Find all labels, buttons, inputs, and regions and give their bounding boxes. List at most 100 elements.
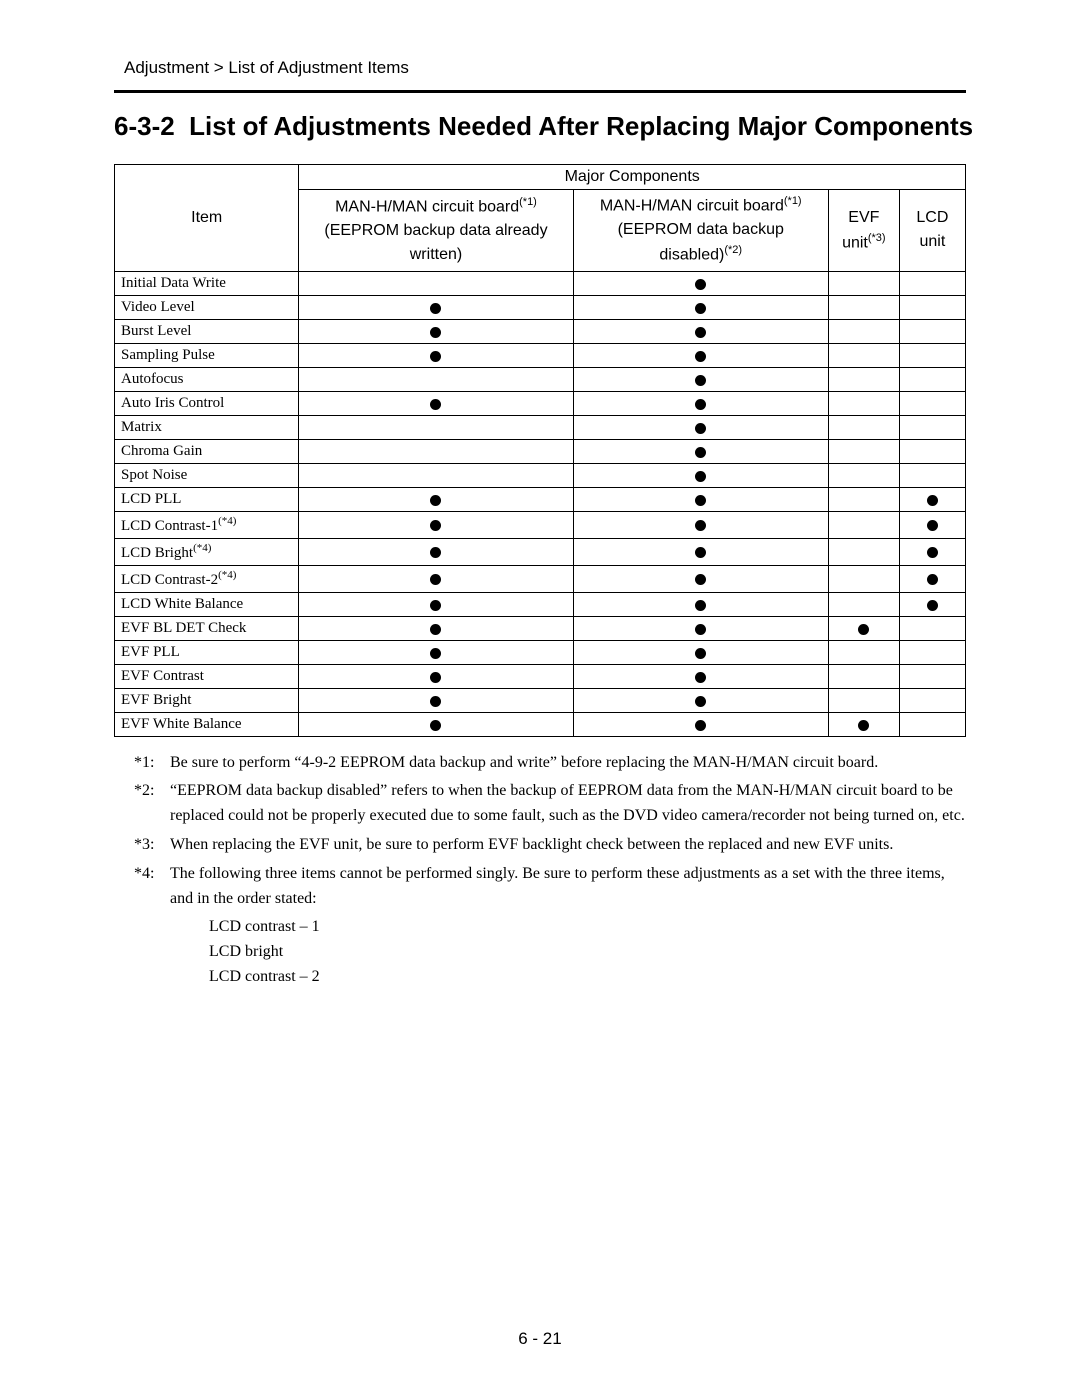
row-mark-cell bbox=[573, 487, 828, 511]
dot-icon bbox=[695, 327, 706, 338]
row-mark-cell bbox=[573, 511, 828, 538]
row-mark-cell bbox=[299, 712, 573, 736]
dot-icon bbox=[430, 600, 441, 611]
dot-icon bbox=[430, 574, 441, 585]
table-row: Video Level bbox=[115, 295, 966, 319]
row-mark-cell bbox=[899, 439, 965, 463]
row-item-label: EVF Bright bbox=[115, 688, 299, 712]
row-mark-cell bbox=[828, 463, 899, 487]
table-row: EVF Contrast bbox=[115, 664, 966, 688]
dot-icon bbox=[695, 574, 706, 585]
header-col-2-line2: (EEPROM data backup bbox=[618, 221, 784, 238]
row-mark-cell bbox=[899, 565, 965, 592]
row-mark-cell bbox=[299, 592, 573, 616]
row-mark-cell bbox=[573, 439, 828, 463]
footnote-marker: *1: bbox=[134, 751, 170, 776]
row-mark-cell bbox=[828, 391, 899, 415]
row-mark-cell bbox=[573, 712, 828, 736]
header-col-1-line1: MAN-H/MAN circuit board bbox=[335, 198, 519, 215]
footnote-marker: *3: bbox=[134, 833, 170, 858]
row-mark-cell bbox=[899, 295, 965, 319]
table-row: LCD Contrast-1(*4) bbox=[115, 511, 966, 538]
table-row: Initial Data Write bbox=[115, 271, 966, 295]
row-item-label: Spot Noise bbox=[115, 463, 299, 487]
dot-icon bbox=[927, 574, 938, 585]
footnote-sublist-item: LCD bright bbox=[209, 940, 966, 965]
row-item-label: Autofocus bbox=[115, 367, 299, 391]
row-mark-cell bbox=[899, 343, 965, 367]
footnote-text: When replacing the EVF unit, be sure to … bbox=[170, 833, 966, 858]
row-mark-cell bbox=[828, 640, 899, 664]
footnotes: *1:Be sure to perform “4-9-2 EEPROM data… bbox=[134, 751, 966, 912]
header-col-2-line3-sup: (*2) bbox=[724, 244, 742, 256]
row-mark-cell bbox=[899, 463, 965, 487]
row-mark-cell bbox=[573, 592, 828, 616]
header-col-4-line1: LCD bbox=[916, 209, 948, 226]
header-col-4: LCD unit bbox=[899, 190, 965, 272]
row-mark-cell bbox=[899, 538, 965, 565]
footnote-marker: *2: bbox=[134, 779, 170, 829]
row-mark-cell bbox=[899, 511, 965, 538]
dot-icon bbox=[695, 423, 706, 434]
row-mark-cell bbox=[299, 295, 573, 319]
dot-icon bbox=[430, 351, 441, 362]
row-mark-cell bbox=[299, 343, 573, 367]
row-mark-cell bbox=[573, 295, 828, 319]
row-mark-cell bbox=[899, 367, 965, 391]
row-mark-cell bbox=[573, 565, 828, 592]
footnote-sublist-item: LCD contrast – 1 bbox=[209, 915, 966, 940]
dot-icon bbox=[695, 495, 706, 506]
row-item-label: LCD Contrast-2(*4) bbox=[115, 565, 299, 592]
dot-icon bbox=[695, 399, 706, 410]
dot-icon bbox=[695, 303, 706, 314]
row-mark-cell bbox=[299, 271, 573, 295]
table-row: EVF Bright bbox=[115, 688, 966, 712]
footnote: *4:The following three items cannot be p… bbox=[134, 862, 966, 912]
dot-icon bbox=[858, 720, 869, 731]
dot-icon bbox=[927, 600, 938, 611]
dot-icon bbox=[927, 547, 938, 558]
dot-icon bbox=[430, 624, 441, 635]
row-mark-cell bbox=[573, 391, 828, 415]
dot-icon bbox=[430, 696, 441, 707]
row-item-label: Matrix bbox=[115, 415, 299, 439]
header-col-2-line1: MAN-H/MAN circuit board bbox=[600, 197, 784, 214]
footnote-sublist-item: LCD contrast – 2 bbox=[209, 965, 966, 990]
row-mark-cell bbox=[899, 664, 965, 688]
dot-icon bbox=[695, 279, 706, 290]
footnote: *1:Be sure to perform “4-9-2 EEPROM data… bbox=[134, 751, 966, 776]
page: Adjustment > List of Adjustment Items 6-… bbox=[0, 0, 1080, 1397]
section-rule bbox=[114, 90, 966, 93]
row-mark-cell bbox=[299, 664, 573, 688]
dot-icon bbox=[695, 672, 706, 683]
table-row: Chroma Gain bbox=[115, 439, 966, 463]
row-mark-cell bbox=[573, 664, 828, 688]
dot-icon bbox=[927, 520, 938, 531]
row-item-sup: (*4) bbox=[218, 569, 236, 581]
dot-icon bbox=[430, 547, 441, 558]
row-mark-cell bbox=[828, 565, 899, 592]
row-mark-cell bbox=[828, 271, 899, 295]
row-mark-cell bbox=[299, 538, 573, 565]
row-mark-cell bbox=[899, 592, 965, 616]
page-number: 6 - 21 bbox=[0, 1329, 1080, 1349]
row-item-label: Initial Data Write bbox=[115, 271, 299, 295]
dot-icon bbox=[695, 600, 706, 611]
row-mark-cell bbox=[573, 343, 828, 367]
footnote-text: “EEPROM data backup disabled” refers to … bbox=[170, 779, 966, 829]
row-item-sup: (*4) bbox=[193, 542, 211, 554]
row-item-label: EVF Contrast bbox=[115, 664, 299, 688]
row-mark-cell bbox=[899, 712, 965, 736]
row-mark-cell bbox=[573, 319, 828, 343]
header-col-3-line2a: unit bbox=[842, 234, 868, 251]
dot-icon bbox=[430, 495, 441, 506]
row-mark-cell bbox=[299, 367, 573, 391]
row-item-label: LCD Contrast-1(*4) bbox=[115, 511, 299, 538]
row-mark-cell bbox=[299, 439, 573, 463]
table-body: Initial Data WriteVideo LevelBurst Level… bbox=[115, 271, 966, 736]
header-item: Item bbox=[115, 165, 299, 272]
row-mark-cell bbox=[828, 367, 899, 391]
dot-icon bbox=[430, 399, 441, 410]
row-mark-cell bbox=[299, 415, 573, 439]
header-col-1-sup: (*1) bbox=[519, 196, 537, 208]
